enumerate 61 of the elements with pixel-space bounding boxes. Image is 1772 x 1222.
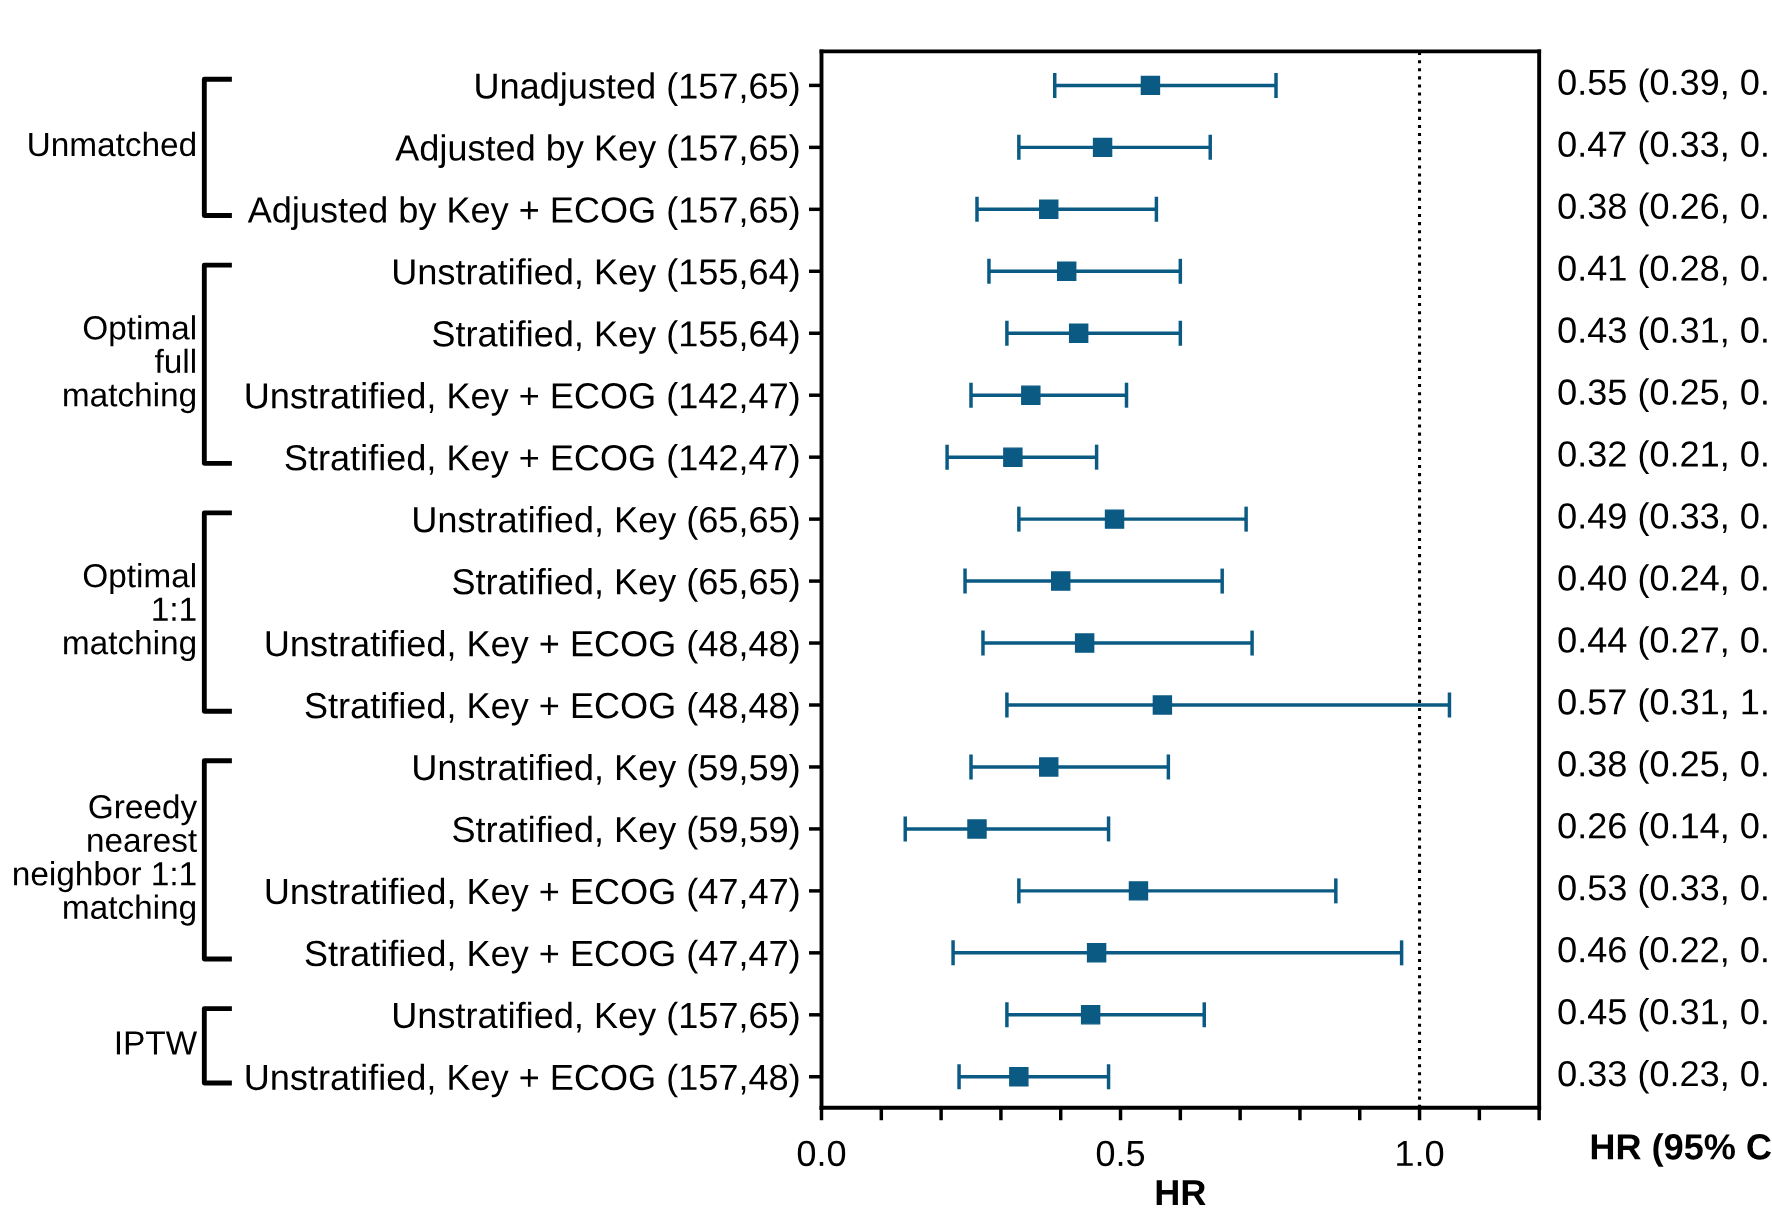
point [1080, 1005, 1101, 1025]
y-tick-label: Stratified, Key (59,59) [453, 815, 799, 850]
point [1152, 695, 1173, 715]
point [1074, 633, 1095, 653]
text: IPTW [116, 1031, 198, 1055]
point [1128, 881, 1149, 901]
y-tick-label: Adjusted by Key (157,65) [395, 134, 799, 168]
x-tick-label: 1.0 [1397, 1140, 1444, 1167]
x-axis-title: HR [1156, 1180, 1206, 1206]
y-tick-label: Stratified, Key (155,64) [433, 320, 799, 354]
point [1039, 757, 1059, 777]
y-tick-label: Unstratified, Key (65,65) [414, 506, 799, 540]
point [1021, 385, 1041, 405]
y-tick-label: Stratified, Key + ECOG (142,47) [285, 444, 799, 478]
point [1039, 199, 1059, 220]
data-label: 0.40 (0.24, 0. [1558, 564, 1767, 598]
data-label: 0.26 (0.14, 0. [1558, 812, 1767, 846]
text: HR (95% C [1591, 1133, 1772, 1167]
point [1104, 509, 1125, 529]
data-label: 0.49 (0.33, 0. [1558, 502, 1767, 536]
x-tick-label: 0.5 [1096, 1140, 1145, 1167]
data-label: 0.45 (0.31, 0. [1558, 997, 1767, 1032]
y-tick-label: Unstratified, Key + ECOG (47,47) [266, 877, 799, 912]
point [1009, 1067, 1029, 1087]
text: Greedy nearest neighbor 1:1 matching [14, 794, 198, 926]
x-tick-label: 0.0 [797, 1140, 846, 1167]
data-label: 0.44 (0.27, 0. [1558, 626, 1767, 660]
y-tick-label: Unstratified, Key + ECOG (48,48) [266, 629, 799, 664]
text: Unmatched [29, 131, 195, 157]
data-label: 0.47 (0.33, 0. [1558, 130, 1767, 165]
data-label: 0.38 (0.26, 0. [1558, 192, 1767, 227]
y-tick-label: Unstratified, Key (155,64) [394, 258, 799, 292]
data-label: 0.32 (0.21, 0. [1558, 440, 1767, 474]
data-label: 0.35 (0.25, 0. [1558, 378, 1767, 413]
y-tick-label: Unstratified, Key + ECOG (157,48) [246, 1063, 799, 1098]
data-label: 0.46 (0.22, 0. [1558, 936, 1767, 970]
data-label: 0.38 (0.25, 0. [1558, 750, 1767, 784]
point [1086, 943, 1107, 963]
point [1140, 75, 1161, 96]
point [1003, 447, 1023, 467]
y-tick-label: Stratified, Key + ECOG (48,48) [305, 691, 799, 726]
data-label: 0.33 (0.23, 0. [1558, 1059, 1767, 1094]
y-tick-label: Unstratified, Key (59,59) [414, 753, 799, 788]
data-label: 0.41 (0.28, 0. [1558, 254, 1767, 289]
text: Optimal 1:1 matching [64, 563, 196, 662]
y-tick-label: Stratified, Key (65,65) [453, 568, 799, 602]
text: Optimal full matching [64, 315, 195, 414]
point [967, 819, 987, 839]
data-label: 0.55 (0.39, 0. [1558, 68, 1767, 103]
y-tick-label: Unstratified, Key + ECOG (142,47) [246, 382, 799, 416]
point [1092, 137, 1113, 158]
point [1068, 323, 1089, 343]
point [1056, 261, 1077, 282]
point [1050, 571, 1071, 591]
y-tick-label: Adjusted by Key + ECOG (157,65) [247, 196, 799, 230]
y-tick-label: Unadjusted (157,65) [476, 72, 799, 106]
data-label: 0.53 (0.33, 0. [1558, 874, 1767, 908]
data-label: 0.57 (0.31, 1. [1558, 688, 1767, 722]
y-tick-label: Unstratified, Key (157,65) [394, 1001, 799, 1036]
data-label: 0.43 (0.31, 0. [1558, 316, 1767, 351]
y-tick-label: Stratified, Key + ECOG (47,47) [305, 939, 799, 974]
